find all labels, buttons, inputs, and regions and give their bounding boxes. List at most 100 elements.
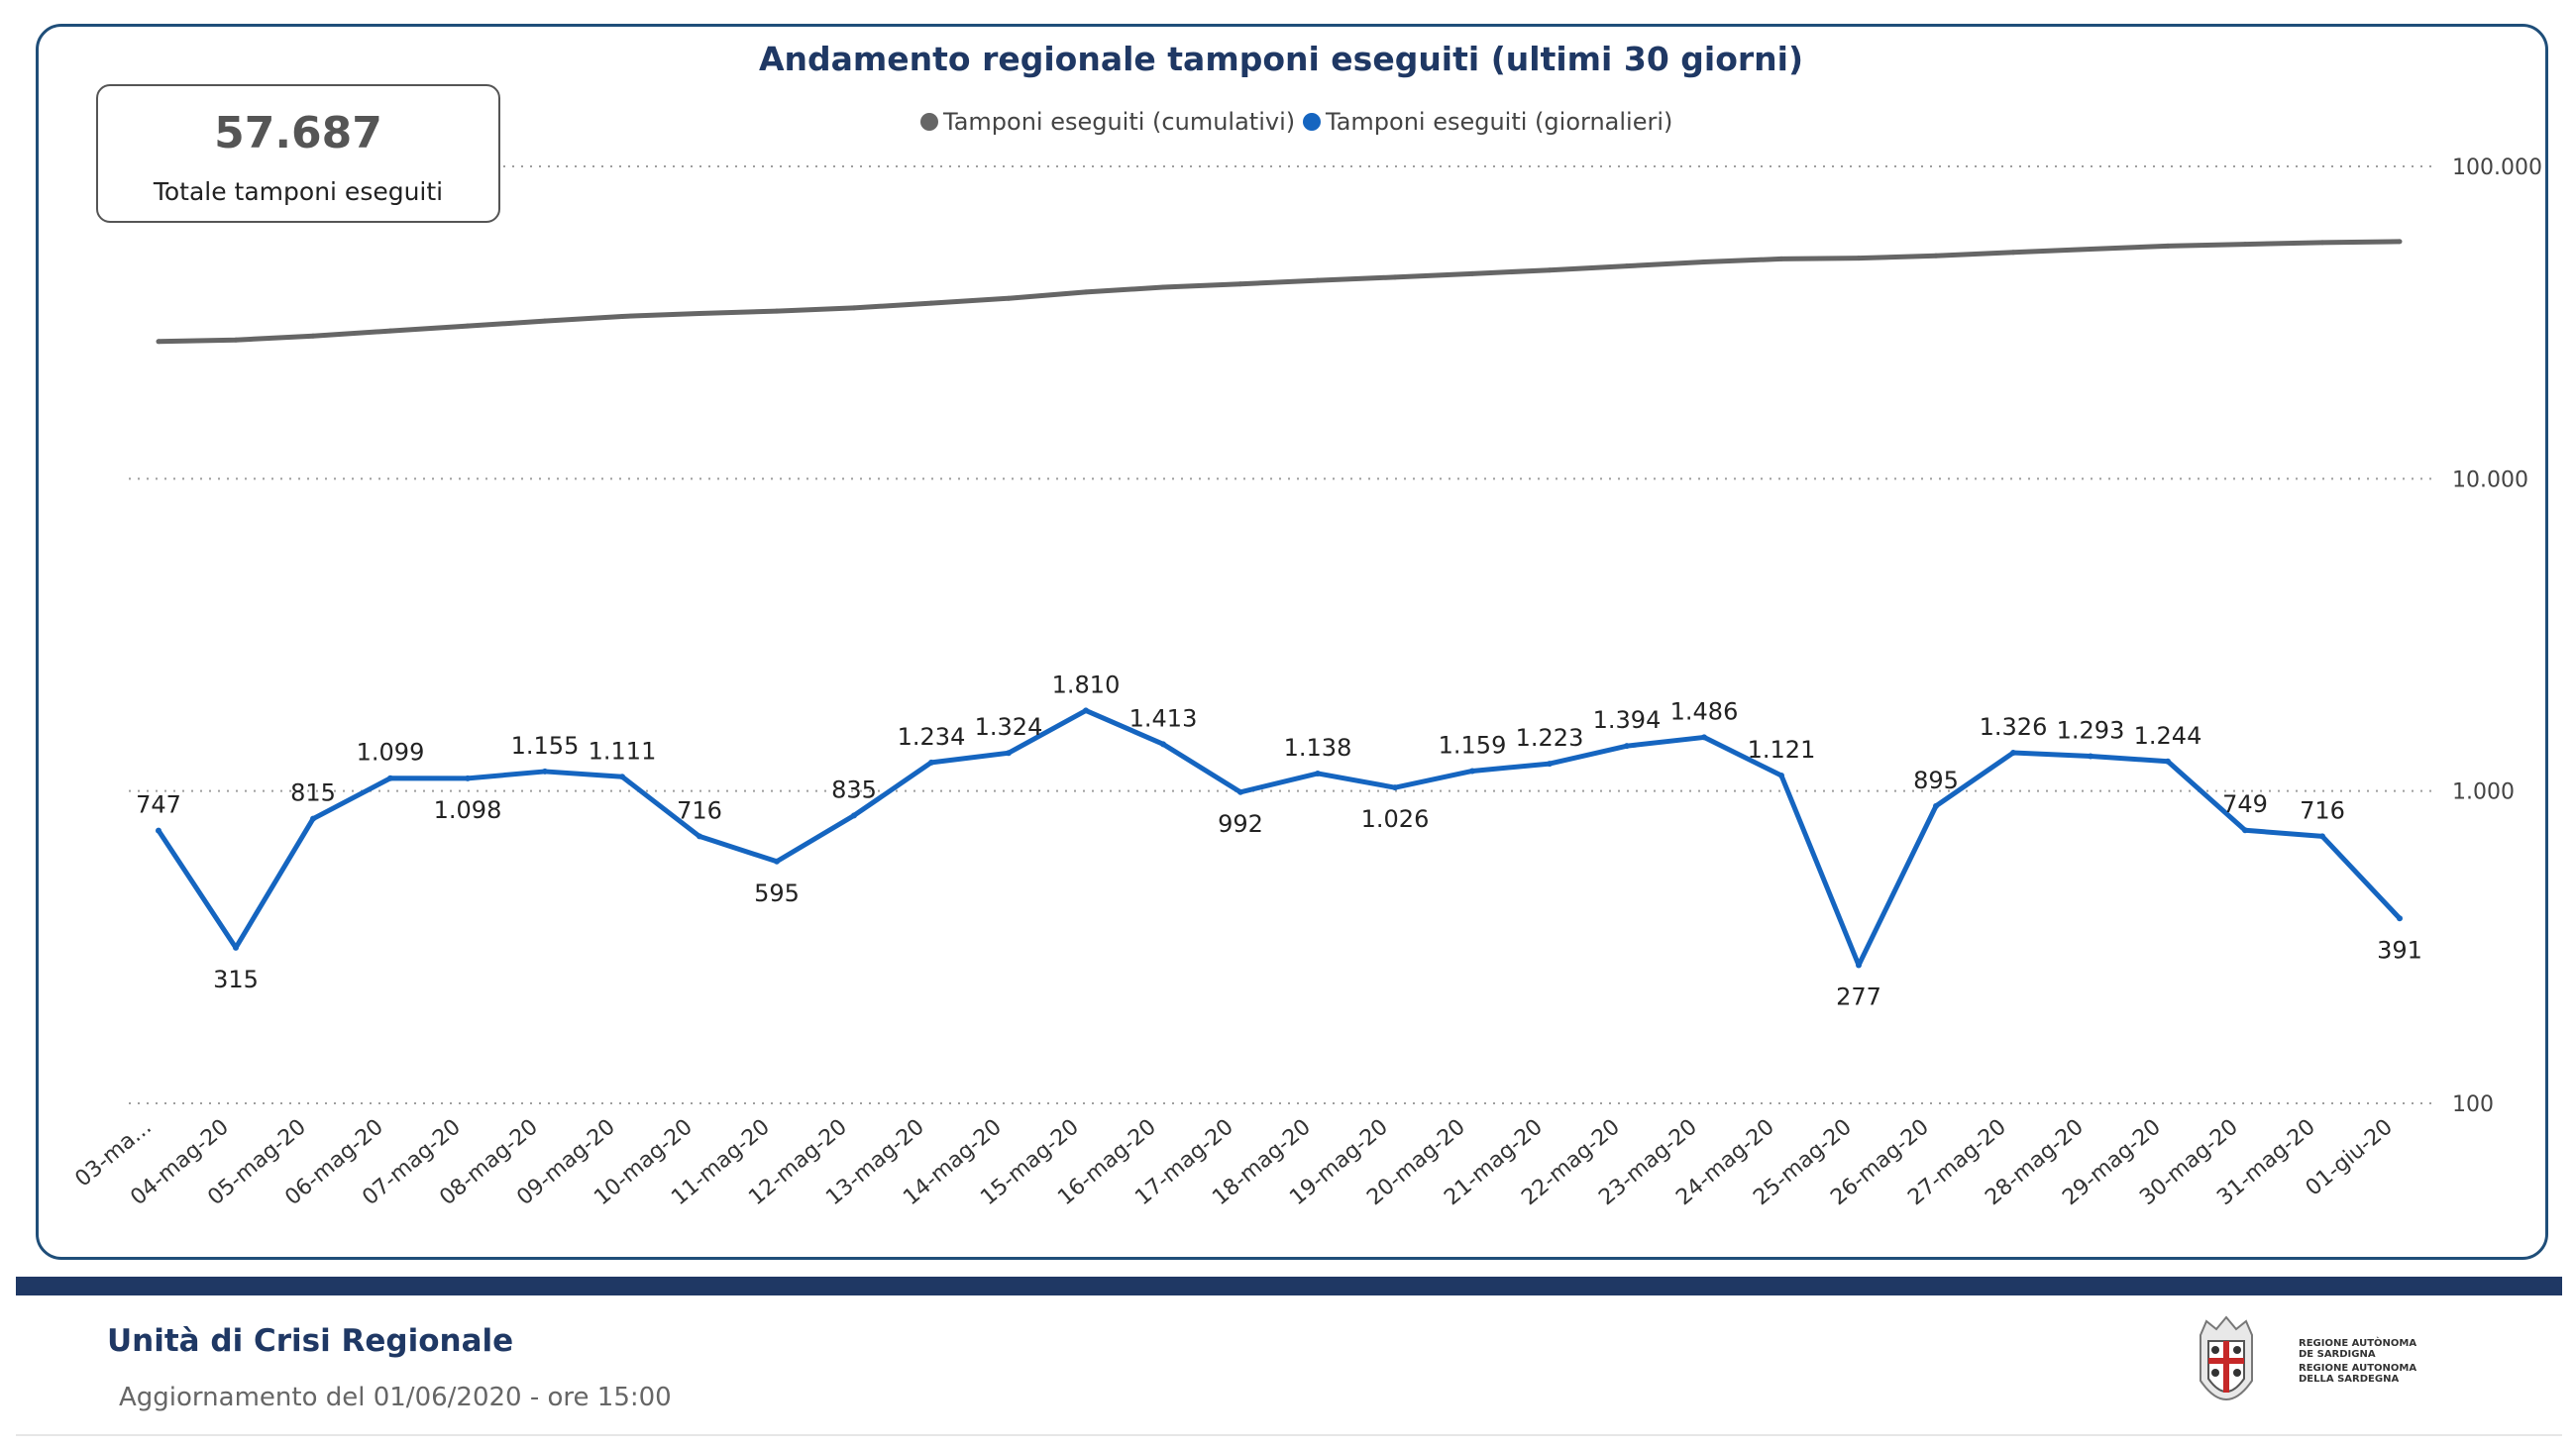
data-label: 1.159	[1439, 731, 1507, 759]
daily-point	[1701, 734, 1707, 741]
footer-divider-bar	[16, 1277, 2562, 1295]
data-label: 716	[2300, 796, 2345, 824]
series-line-cumulative	[158, 239, 2401, 345]
chart-title: Andamento regionale tamponi eseguiti (ul…	[759, 40, 1803, 78]
y-tick-label: 10.000	[2452, 467, 2528, 492]
daily-point	[156, 827, 161, 834]
logo-line-1: REGIONE AUTÒNOMA	[2299, 1338, 2417, 1349]
footer-title: Unità di Crisi Regionale	[107, 1323, 514, 1359]
footer-bottom-line	[16, 1434, 2562, 1436]
data-label: 895	[1913, 767, 1959, 794]
daily-point	[1083, 707, 1089, 714]
data-label: 1.155	[511, 732, 580, 760]
data-label: 1.486	[1670, 697, 1739, 725]
cumulative-point	[1856, 256, 1862, 261]
data-label: 1.810	[1052, 671, 1121, 698]
data-label: 1.293	[2057, 716, 2125, 744]
cumulative-point	[1933, 253, 1939, 259]
cumulative-point	[1392, 274, 1398, 280]
cumulative-point	[697, 311, 702, 317]
y-tick-label: 1.000	[2452, 780, 2515, 805]
daily-point	[387, 775, 393, 781]
daily-point	[310, 815, 316, 822]
cumulative-point	[1701, 259, 1707, 264]
data-label: 1.098	[434, 796, 502, 824]
daily-point	[774, 858, 780, 865]
logo-line-3: REGIONE AUTONOMA	[2299, 1363, 2417, 1374]
data-label: 1.099	[357, 739, 425, 767]
daily-point	[1856, 962, 1862, 969]
daily-point	[1933, 802, 1939, 809]
legend-label-daily: Tamponi eseguiti (giornalieri)	[1325, 108, 1672, 136]
kpi-card: 57.687 Totale tamponi eseguiti	[96, 84, 500, 223]
data-label: 1.223	[1516, 724, 1584, 752]
daily-point	[2165, 758, 2171, 765]
data-label: 1.234	[898, 723, 966, 751]
footer-update-timestamp: Aggiornamento del 01/06/2020 - ore 15:00	[119, 1383, 672, 1412]
cumulative-point	[465, 323, 471, 329]
daily-point	[928, 759, 934, 766]
cumulative-point	[1778, 256, 1784, 261]
data-label: 1.111	[589, 737, 657, 765]
cumulative-point	[233, 337, 239, 343]
cumulative-point	[1624, 263, 1630, 269]
data-label: 315	[213, 966, 259, 993]
daily-point	[233, 944, 239, 951]
chart-legend: Tamponi eseguiti (cumulativi) Tamponi es…	[920, 108, 1672, 136]
cumulative-point	[1315, 277, 1321, 283]
daily-point	[1237, 788, 1243, 795]
data-label: 277	[1836, 983, 1881, 1010]
daily-point	[1469, 768, 1475, 775]
cumulative-point	[1083, 289, 1089, 295]
cumulative-point	[1160, 284, 1166, 290]
data-label: 835	[831, 776, 877, 803]
cumulative-point	[2010, 250, 2016, 256]
kpi-total-label: Totale tamponi eseguiti	[153, 177, 444, 206]
daily-point	[697, 833, 702, 840]
daily-point	[1160, 741, 1166, 748]
logo-line-4: DELLA SARDEGNA	[2299, 1374, 2400, 1385]
data-label: 815	[290, 779, 336, 807]
cumulative-point	[851, 305, 857, 311]
cumulative-point	[1237, 281, 1243, 287]
data-label: 1.121	[1748, 736, 1816, 764]
data-label: 391	[2377, 936, 2422, 964]
data-label: 1.244	[2134, 722, 2202, 750]
data-label: 595	[754, 880, 800, 907]
daily-point	[2010, 750, 2016, 757]
legend-label-cumulative: Tamponi eseguiti (cumulativi)	[942, 108, 1295, 136]
cumulative-point	[2397, 239, 2403, 245]
daily-point	[1006, 750, 1012, 757]
cumulative-point	[310, 333, 316, 339]
y-tick-label: 100	[2452, 1092, 2494, 1117]
daily-point	[1547, 761, 1553, 768]
daily-point	[1315, 770, 1321, 776]
cumulative-point	[1469, 270, 1475, 276]
cumulative-point	[542, 318, 548, 324]
daily-point	[2397, 915, 2403, 922]
series-line-daily	[156, 707, 2402, 968]
cumulative-point	[619, 313, 625, 319]
daily-point	[1624, 743, 1630, 750]
coat-of-arms-icon	[2200, 1315, 2253, 1400]
cumulative-point	[2242, 242, 2248, 248]
cumulative-point	[774, 308, 780, 314]
data-label: 1.324	[975, 713, 1043, 741]
logo-text: REGIONE AUTÒNOMA DE SARDIGNA REGIONE AUT…	[2299, 1338, 2497, 1385]
data-label: 1.394	[1593, 706, 1662, 734]
data-label: 1.413	[1129, 704, 1198, 732]
daily-point	[1778, 773, 1784, 779]
daily-point	[1392, 784, 1398, 791]
cumulative-point	[1006, 295, 1012, 301]
data-label: 747	[136, 791, 181, 819]
legend-marker-daily	[1303, 113, 1321, 131]
data-label: 716	[677, 796, 722, 824]
kpi-total-value: 57.687	[214, 108, 382, 158]
data-label: 749	[2222, 790, 2268, 818]
legend-marker-cumulative	[920, 113, 938, 131]
y-tick-label: 100.000	[2452, 155, 2542, 180]
daily-point	[2088, 753, 2093, 760]
logo-line-2: DE SARDIGNA	[2299, 1349, 2376, 1360]
data-label: 1.138	[1284, 734, 1352, 762]
data-label: 992	[1218, 810, 1263, 838]
